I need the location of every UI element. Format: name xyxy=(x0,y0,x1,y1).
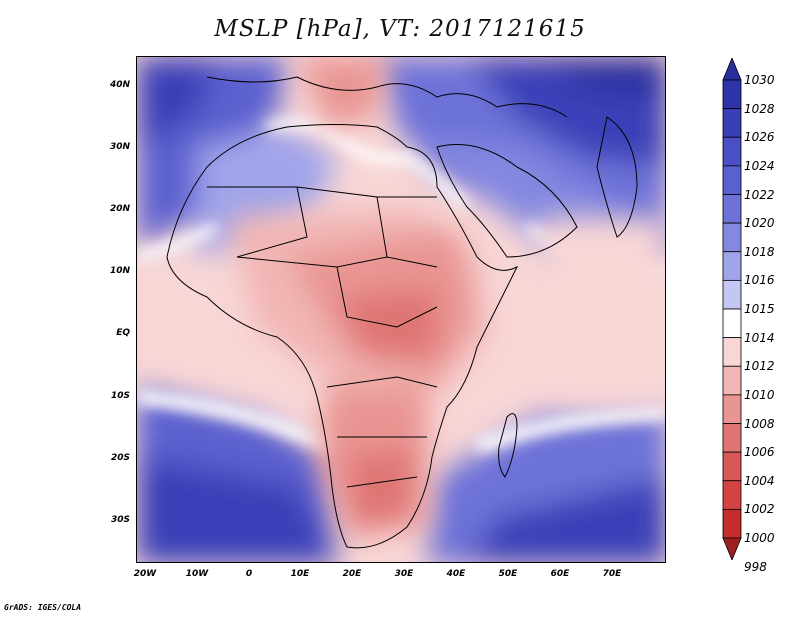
colorbar-swatch xyxy=(722,394,742,424)
colorbar-level-label: 998 xyxy=(744,559,767,574)
x-tick-label: 70E xyxy=(602,569,622,579)
y-tick-label: 30N xyxy=(109,142,130,152)
colorbar-swatch xyxy=(722,222,742,253)
colorbar-level-label: 1014 xyxy=(744,330,775,345)
x-tick-label: 30E xyxy=(394,569,414,579)
x-tick-label: 20E xyxy=(342,569,362,579)
colorbar-level-label: 1028 xyxy=(744,101,775,116)
x-tick-label: 40E xyxy=(446,569,466,579)
colorbar-level-label: 1002 xyxy=(744,502,775,517)
colorbar-swatch xyxy=(722,451,742,482)
y-tick-label: 20S xyxy=(110,453,130,463)
colorbar-swatch xyxy=(722,79,742,110)
colorbar-swatch xyxy=(722,337,742,367)
x-tick-label: 60E xyxy=(550,569,570,579)
colorbar-level-label: 1012 xyxy=(744,359,775,374)
colorbar-level-label: 1026 xyxy=(744,130,775,145)
pressure-map xyxy=(136,56,666,563)
colorbar-level-label: 1024 xyxy=(744,158,775,173)
high-pressure-areas xyxy=(137,57,665,562)
colorbar-swatch xyxy=(722,308,742,339)
colorbar-swatch xyxy=(722,423,742,453)
colorbar-swatch xyxy=(722,136,742,167)
colorbar-swatch xyxy=(722,508,742,539)
colorbar-level-label: 1000 xyxy=(744,531,775,545)
y-tick-label: EQ xyxy=(116,328,130,338)
colorbar-level-label: 1022 xyxy=(744,187,775,202)
x-tick-label: 20W xyxy=(133,569,157,579)
x-tick-label: 10E xyxy=(290,569,310,579)
y-tick-label: 30S xyxy=(110,515,130,525)
y-tick-label: 20N xyxy=(109,204,130,214)
colorbar-bottom-arrow xyxy=(722,537,742,560)
colorbar-level-label: 1030 xyxy=(744,73,775,87)
low-pressure-areas xyxy=(227,57,665,537)
colorbar xyxy=(722,58,742,560)
coastlines xyxy=(166,76,638,549)
colorbar-level-label: 1016 xyxy=(744,273,775,288)
y-tick-label: 10N xyxy=(109,266,130,276)
colorbar-swatch xyxy=(722,165,742,195)
colorbar-swatch xyxy=(722,365,742,396)
pressure-field xyxy=(137,57,665,562)
credit-text: GrADS: IGES/COLA xyxy=(4,603,82,612)
colorbar-level-label: 1010 xyxy=(744,387,775,402)
colorbar-level-label: 1020 xyxy=(744,216,775,231)
colorbar-swatch xyxy=(722,194,742,224)
map-title: MSLP [hPa], VT: 2017121615 xyxy=(214,16,586,42)
colorbar-swatch xyxy=(722,251,742,281)
colorbar-swatch xyxy=(722,480,742,510)
x-tick-label: 0 xyxy=(245,569,253,579)
y-tick-label: 10S xyxy=(110,391,130,401)
colorbar-level-label: 1015 xyxy=(744,302,775,316)
colorbar-swatch xyxy=(722,108,742,138)
colorbar-level-label: 1006 xyxy=(744,445,775,460)
colorbar-level-label: 1018 xyxy=(744,244,775,259)
colorbar-swatch xyxy=(722,279,742,310)
colorbar-level-label: 1004 xyxy=(744,473,775,488)
colorbar-top-arrow xyxy=(722,58,742,81)
x-tick-label: 10W xyxy=(185,569,209,579)
y-tick-label: 40N xyxy=(109,80,130,90)
x-tick-label: 50E xyxy=(498,569,518,579)
colorbar-level-label: 1008 xyxy=(744,416,775,431)
